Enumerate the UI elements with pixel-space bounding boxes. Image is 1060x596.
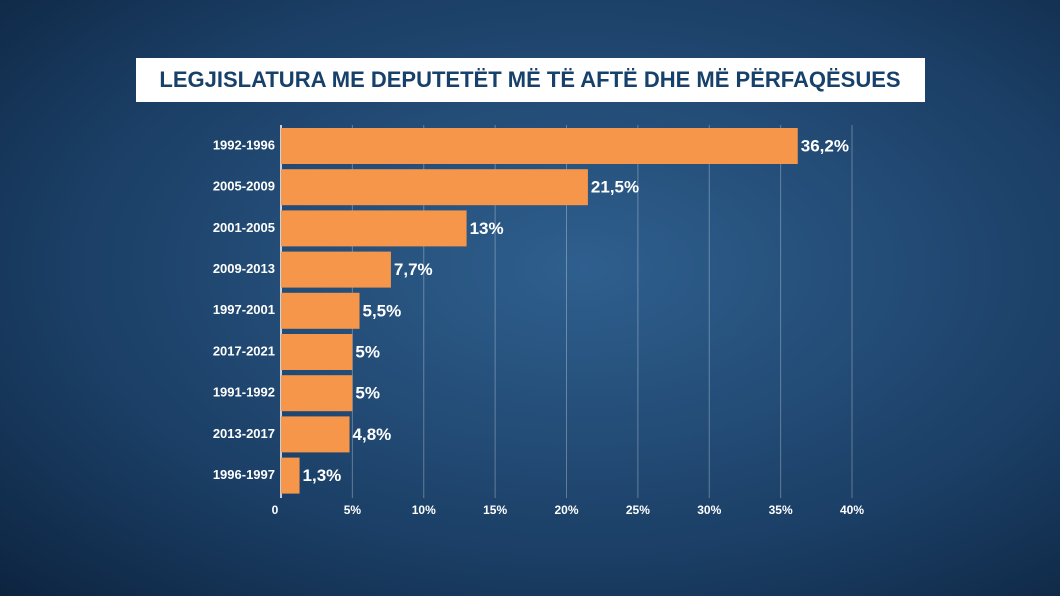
bar — [281, 251, 391, 288]
y-tick-label: 1997-2001 — [213, 302, 275, 317]
value-label: 36,2% — [801, 136, 849, 155]
y-tick-label: 1996-1997 — [213, 467, 275, 482]
value-label: 13% — [470, 219, 504, 238]
bar — [281, 375, 353, 412]
x-tick-label: 40% — [840, 503, 864, 517]
x-tick-label: 20% — [554, 503, 578, 517]
value-label: 5% — [355, 384, 380, 403]
value-label: 7,7% — [394, 260, 433, 279]
x-tick-label: 30% — [697, 503, 721, 517]
x-tick-label: 35% — [769, 503, 793, 517]
bar — [281, 334, 353, 370]
bar — [281, 416, 350, 453]
x-tick-label: 15% — [483, 503, 507, 517]
y-tick-label: 2001-2005 — [213, 220, 275, 235]
chart-title: LEGJISLATURA ME DEPUTETËT MË TË AFTË DHE… — [159, 67, 900, 92]
y-tick-label: 2009-2013 — [213, 261, 275, 276]
bar — [281, 292, 360, 329]
bar — [281, 457, 300, 494]
y-tick-label: 2005-2009 — [213, 179, 275, 194]
y-tick-label: 1991-1992 — [213, 385, 275, 400]
x-tick-label: 5% — [344, 503, 362, 517]
value-label: 21,5% — [591, 178, 639, 197]
x-tick-label: 0 — [272, 503, 279, 517]
value-label: 1,3% — [303, 466, 342, 485]
x-tick-label: 25% — [626, 503, 650, 517]
value-label: 4,8% — [353, 425, 392, 444]
bar — [281, 128, 798, 164]
x-tick-label: 10% — [412, 503, 436, 517]
title-box — [136, 58, 925, 102]
y-tick-label: 2017-2021 — [213, 343, 275, 358]
y-tick-label: 1992-1996 — [213, 137, 275, 152]
bar — [281, 210, 467, 247]
y-tick-label: 2013-2017 — [213, 426, 275, 441]
bar — [281, 169, 588, 206]
value-label: 5% — [355, 342, 380, 361]
value-label: 5,5% — [363, 301, 402, 320]
